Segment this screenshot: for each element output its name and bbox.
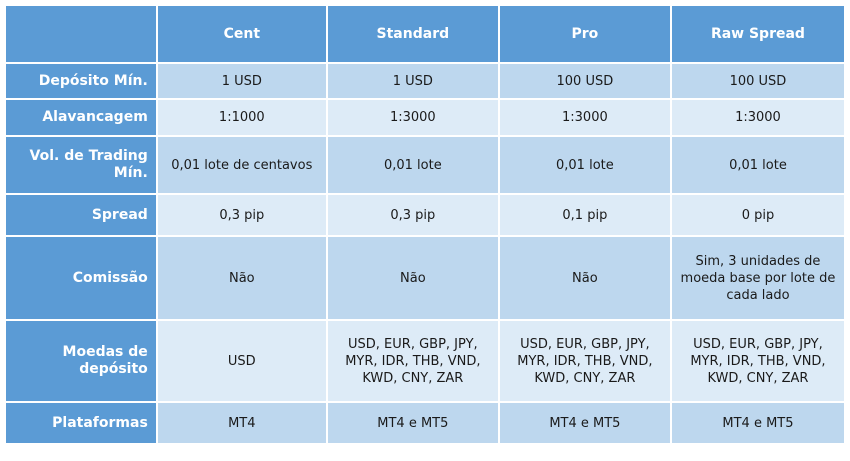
cell-line: USD, EUR, GBP, JPY, xyxy=(348,336,478,352)
cell-line: MYR, IDR, THB, VND, xyxy=(345,353,481,369)
table-cell: USD, EUR, GBP, JPY, MYR, IDR, THB, VND, … xyxy=(671,321,844,401)
table-cell: USD xyxy=(157,321,326,401)
cell-line: cada lado xyxy=(726,287,790,303)
cell-line: KWD, CNY, ZAR xyxy=(362,370,464,386)
cell-line: MYR, IDR, THB, VND, xyxy=(690,353,826,369)
row-label: Alavancagem xyxy=(6,100,156,135)
table-row-spread: Spread 0,3 pip 0,3 pip 0,1 pip 0 pip xyxy=(6,195,844,235)
table-cell: Não xyxy=(327,237,498,319)
row-label: Moedas de depósito xyxy=(6,321,156,401)
table-cell: USD, EUR, GBP, JPY, MYR, IDR, THB, VND, … xyxy=(327,321,498,401)
cell-line: USD, EUR, GBP, JPY, xyxy=(520,336,650,352)
table-cell: 0,01 lote xyxy=(671,137,844,193)
table-row-platforms: Plataformas MT4 MT4 e MT5 MT4 e MT5 MT4 … xyxy=(6,403,844,443)
table-cell: 100 USD xyxy=(499,64,670,98)
table-cell: 0 pip xyxy=(671,195,844,235)
table-cell: 100 USD xyxy=(671,64,844,98)
cell-line: Sim, 3 unidades de xyxy=(695,253,821,269)
header-standard: Standard xyxy=(327,6,498,62)
header-cent: Cent xyxy=(157,6,326,62)
table-cell: 0,01 lote xyxy=(327,137,498,193)
table-cell: MT4 xyxy=(157,403,326,443)
row-label-line: Mín. xyxy=(113,165,148,181)
table-cell: 1:3000 xyxy=(671,100,844,135)
table-cell: 0,3 pip xyxy=(327,195,498,235)
table-row-min-deposit: Depósito Mín. 1 USD 1 USD 100 USD 100 US… xyxy=(6,64,844,98)
table-cell: MT4 e MT5 xyxy=(499,403,670,443)
cell-line: KWD, CNY, ZAR xyxy=(707,370,809,386)
table-cell: 0,01 lote xyxy=(499,137,670,193)
row-label-line: Moedas de xyxy=(62,344,148,360)
table-cell: 1:1000 xyxy=(157,100,326,135)
table-cell: Sim, 3 unidades de moeda base por lote d… xyxy=(671,237,844,319)
header-raw-spread: Raw Spread xyxy=(671,6,844,62)
table-cell: Não xyxy=(157,237,326,319)
table-cell: 1 USD xyxy=(327,64,498,98)
table-cell: Não xyxy=(499,237,670,319)
row-label: Comissão xyxy=(6,237,156,319)
cell-line: KWD, CNY, ZAR xyxy=(534,370,636,386)
header-pro: Pro xyxy=(499,6,670,62)
account-comparison-table: Cent Standard Pro Raw Spread Depósito Mí… xyxy=(4,4,846,445)
header-corner xyxy=(6,6,156,62)
row-label: Vol. de Trading Mín. xyxy=(6,137,156,193)
table-cell: USD, EUR, GBP, JPY, MYR, IDR, THB, VND, … xyxy=(499,321,670,401)
table-row-leverage: Alavancagem 1:1000 1:3000 1:3000 1:3000 xyxy=(6,100,844,135)
row-label-line: depósito xyxy=(79,361,148,377)
cell-line: USD, EUR, GBP, JPY, xyxy=(693,336,823,352)
table-cell: MT4 e MT5 xyxy=(671,403,844,443)
table-cell: MT4 e MT5 xyxy=(327,403,498,443)
row-label: Spread xyxy=(6,195,156,235)
header-row: Cent Standard Pro Raw Spread xyxy=(6,6,844,62)
account-comparison-container: Cent Standard Pro Raw Spread Depósito Mí… xyxy=(4,4,846,445)
table-cell: 0,1 pip xyxy=(499,195,670,235)
table-cell: 1 USD xyxy=(157,64,326,98)
cell-line: moeda base por lote de xyxy=(680,270,836,286)
table-cell: 1:3000 xyxy=(327,100,498,135)
table-cell: 0,3 pip xyxy=(157,195,326,235)
table-row-deposit-currencies: Moedas de depósito USD USD, EUR, GBP, JP… xyxy=(6,321,844,401)
row-label-line: Vol. de Trading xyxy=(29,148,148,164)
row-label: Depósito Mín. xyxy=(6,64,156,98)
table-cell: 0,01 lote de centavos xyxy=(157,137,326,193)
table-row-commission: Comissão Não Não Não Sim, 3 unidades de … xyxy=(6,237,844,319)
row-label: Plataformas xyxy=(6,403,156,443)
table-cell: 1:3000 xyxy=(499,100,670,135)
table-row-min-volume: Vol. de Trading Mín. 0,01 lote de centav… xyxy=(6,137,844,193)
cell-line: MYR, IDR, THB, VND, xyxy=(517,353,653,369)
